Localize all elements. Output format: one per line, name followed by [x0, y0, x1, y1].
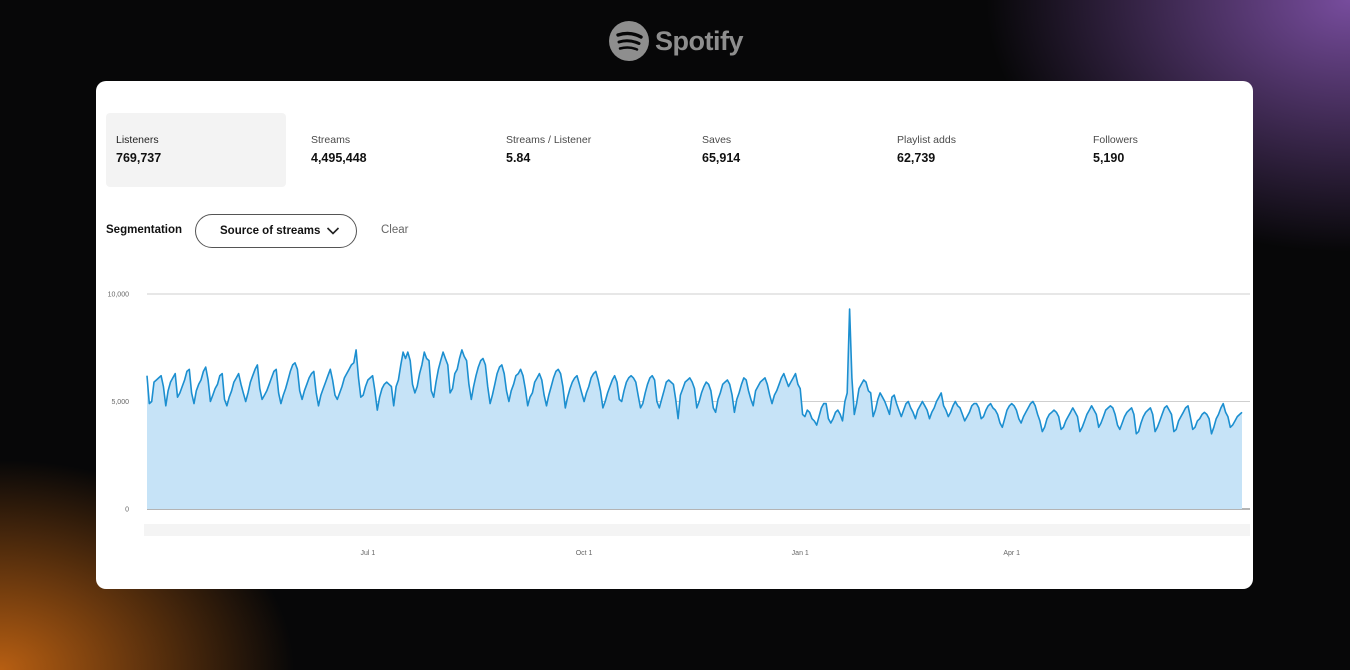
spotify-wordmark: Spotify — [655, 25, 744, 56]
metric-label: Streams / Listener — [506, 134, 592, 146]
metric-tab-followers[interactable]: Followers 5,190 — [1083, 113, 1253, 187]
metric-value: 65,914 — [702, 151, 741, 165]
metric-tab-streams[interactable]: Streams 4,495,448 — [301, 113, 481, 187]
x-tick-label: Jul 1 — [360, 550, 375, 557]
chevron-down-icon — [326, 227, 340, 235]
metric-tab-streams-per-listener[interactable]: Streams / Listener 5.84 — [496, 113, 676, 187]
metric-label: Saves — [702, 134, 732, 146]
metric-label: Followers — [1093, 134, 1138, 146]
metric-label: Listeners — [116, 134, 159, 146]
metric-value: 5,190 — [1093, 151, 1125, 165]
y-tick-label: 0 — [125, 507, 129, 514]
x-tick-label: Apr 1 — [1003, 550, 1020, 557]
chart-scrollbar-track[interactable] — [144, 524, 1250, 536]
metric-label: Streams — [311, 134, 351, 146]
metric-value: 62,739 — [897, 151, 936, 165]
spotify-logo-icon — [609, 21, 649, 61]
metric-label: Playlist adds — [897, 134, 956, 146]
metric-tab-listeners[interactable]: Listeners 769,737 — [106, 113, 286, 187]
metric-value: 5.84 — [506, 151, 531, 165]
metric-value: 4,495,448 — [311, 151, 367, 165]
spotify-logo: Spotify — [609, 20, 744, 62]
analytics-card: Listeners 769,737 Streams 4,495,448 Stre… — [96, 81, 1253, 589]
chart-series-line — [146, 308, 1243, 435]
segmentation-dropdown-value: Source of streams — [220, 225, 321, 237]
metric-tabs: Listeners 769,737 Streams 4,495,448 Stre… — [106, 113, 1246, 187]
segmentation-label: Segmentation — [106, 224, 183, 236]
clear-button[interactable]: Clear — [381, 224, 409, 236]
metric-tab-saves[interactable]: Saves 65,914 — [692, 113, 872, 187]
x-tick-label: Oct 1 — [576, 550, 593, 557]
segmentation-dropdown[interactable]: Source of streams — [195, 214, 357, 248]
y-tick-label: 10,000 — [108, 292, 130, 299]
metric-value: 769,737 — [116, 151, 162, 165]
metric-tab-playlist-adds[interactable]: Playlist adds 62,739 — [887, 113, 1067, 187]
x-tick-label: Jan 1 — [792, 550, 809, 557]
chart-area-fill — [147, 309, 1242, 509]
y-tick-label: 5,000 — [111, 399, 129, 406]
